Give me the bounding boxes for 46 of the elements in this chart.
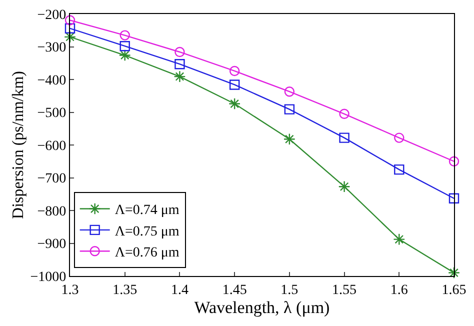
y-tick-label: −700: [37, 172, 66, 187]
point: [64, 30, 76, 43]
point: [229, 80, 240, 90]
x-tick-label: 1.65: [442, 282, 466, 298]
legend-label: Λ=0.74 μm: [114, 203, 180, 218]
point: [339, 132, 350, 143]
point: [448, 156, 460, 166]
point: [448, 266, 460, 279]
point: [339, 108, 350, 119]
point: [393, 233, 406, 246]
point: [284, 86, 295, 97]
y-tick-label: −300: [37, 40, 66, 56]
legend-label: Λ=0.75 μm: [114, 224, 180, 240]
legend-label: Λ=0.76 μm: [114, 246, 180, 261]
y-tick-label: −1000: [30, 270, 66, 285]
point: [174, 46, 185, 58]
y-axis-title: Dispersion (ps/nm/km): [10, 71, 28, 219]
point: [338, 180, 350, 193]
y-tick-label: −900: [37, 237, 66, 252]
point: [229, 66, 240, 76]
point: [64, 15, 76, 26]
point: [283, 133, 296, 146]
y-tick-label: −600: [37, 138, 66, 154]
x-tick-label: 1.3: [61, 282, 79, 298]
point: [64, 23, 76, 34]
x-tick-label: 1.45: [222, 282, 247, 298]
x-tick-label: 1.6: [390, 282, 408, 298]
point: [120, 30, 130, 40]
x-tick-label: 1.4: [170, 282, 188, 298]
point: [120, 41, 130, 52]
y-tick-label: −800: [37, 204, 66, 220]
point: [394, 132, 404, 143]
x-tick-label: 1.5: [280, 282, 298, 298]
y-tick-label: −200: [37, 8, 66, 23]
point: [228, 98, 241, 110]
y-tick-label: −400: [37, 73, 66, 88]
x-tick-label: 1.55: [332, 282, 357, 298]
y-tick-label: −500: [37, 106, 66, 122]
x-tick-label: 1.35: [112, 282, 138, 298]
point: [448, 193, 460, 204]
point: [174, 59, 185, 70]
point: [118, 49, 131, 62]
point: [394, 164, 404, 175]
x-axis-title: Wavelength, λ (μm): [194, 298, 330, 318]
point: [284, 104, 295, 114]
point: [174, 70, 186, 83]
